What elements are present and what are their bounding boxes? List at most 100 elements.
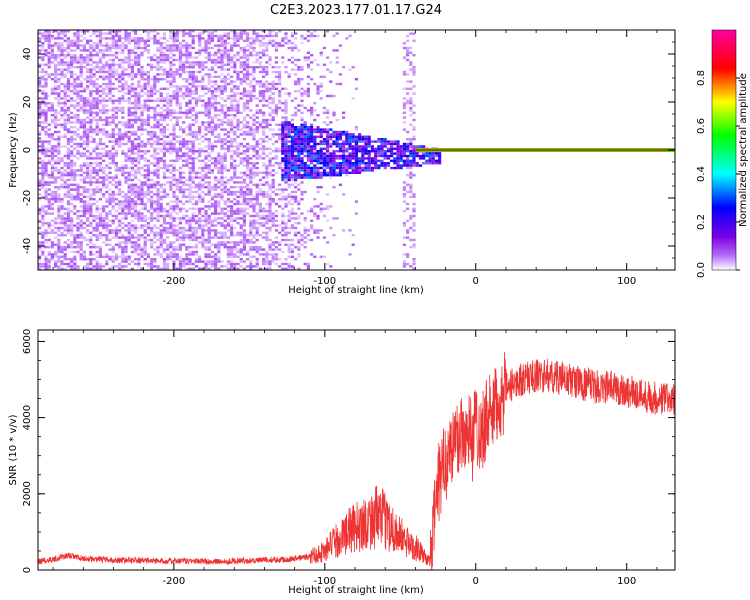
heatmap-cell	[44, 171, 48, 174]
heatmap-cell	[38, 63, 42, 66]
heatmap-cell	[130, 226, 134, 230]
heatmap-cell	[258, 183, 262, 186]
heatmap-cell	[290, 140, 294, 143]
heatmap-cell	[242, 49, 246, 52]
heatmap-cell	[166, 75, 170, 78]
heatmap-cell	[236, 75, 240, 78]
heatmap-cell	[220, 210, 224, 213]
heatmap-cell	[278, 123, 282, 126]
heatmap-cell	[140, 181, 144, 184]
heatmap-cell	[214, 229, 218, 232]
heatmap-cell	[38, 106, 42, 110]
heatmap-cell	[210, 260, 214, 263]
heatmap-cell	[89, 128, 93, 131]
heatmap-cell	[265, 176, 269, 179]
heatmap-cell	[230, 140, 234, 143]
heatmap-cell	[262, 214, 266, 218]
heatmap-cell	[262, 104, 266, 107]
heatmap-cell	[89, 92, 93, 95]
heatmap-cell	[233, 265, 237, 268]
heatmap-cell	[95, 186, 99, 189]
heatmap-cell	[198, 39, 202, 42]
heatmap-cell	[175, 258, 179, 261]
heatmap-cell	[66, 68, 70, 71]
heatmap-cell	[54, 219, 58, 222]
heatmap-cell	[274, 56, 278, 59]
heatmap-cell	[146, 133, 150, 136]
heatmap-cell	[86, 61, 90, 64]
heatmap-cell	[86, 219, 90, 222]
heatmap-cell	[284, 32, 288, 35]
heatmap-cell	[79, 82, 83, 86]
heatmap-cell	[284, 66, 288, 69]
heatmap-cell	[242, 260, 246, 263]
heatmap-cell	[111, 42, 115, 45]
heatmap-cell	[258, 51, 262, 54]
heatmap-cell	[60, 198, 64, 201]
heatmap-cell	[290, 265, 294, 268]
heatmap-cell	[226, 246, 230, 249]
heatmap-cell	[230, 154, 234, 158]
heatmap-cell	[287, 150, 291, 153]
heatmap-cell	[50, 34, 54, 38]
heatmap-cell	[204, 253, 208, 256]
heatmap-cell	[156, 265, 160, 268]
heatmap-cell	[278, 241, 282, 244]
heatmap-cell	[239, 34, 243, 38]
heatmap-cell	[252, 205, 256, 208]
heatmap-cell	[172, 229, 176, 232]
heatmap-cell	[41, 44, 45, 47]
heatmap-cell	[124, 229, 128, 232]
heatmap-cell	[230, 106, 234, 110]
heatmap-cell	[220, 51, 224, 54]
heatmap-cell	[268, 214, 272, 218]
heatmap-cell	[214, 178, 218, 182]
heatmap-cell	[76, 37, 80, 40]
heatmap-cell	[313, 138, 317, 141]
heatmap-cell	[185, 94, 189, 98]
heatmap-cell	[146, 82, 150, 86]
heatmap-cell	[271, 82, 275, 86]
heatmap-cell	[108, 49, 112, 52]
heatmap-cell	[140, 142, 144, 146]
heatmap-cell	[105, 222, 109, 225]
heatmap-cell	[182, 121, 186, 124]
heatmap-cell	[57, 147, 61, 150]
heatmap-cell	[146, 63, 150, 66]
heatmap-cell	[162, 207, 166, 210]
heatmap-cell	[294, 217, 298, 220]
heatmap-cell	[130, 212, 134, 215]
heatmap-cell	[108, 193, 112, 196]
heatmap-cell	[249, 109, 253, 112]
heatmap-cell	[265, 267, 269, 270]
heatmap-cell	[124, 130, 128, 134]
heatmap-cell	[210, 195, 214, 198]
heatmap-cell	[233, 159, 237, 162]
heatmap-cell	[166, 267, 170, 270]
heatmap-cell	[310, 174, 314, 177]
heatmap-cell	[265, 118, 269, 122]
heatmap-cell	[287, 135, 291, 138]
heatmap-cell	[313, 140, 317, 143]
heatmap-cell	[54, 80, 58, 83]
heatmap-cell	[175, 159, 179, 162]
heatmap-cell	[255, 212, 259, 215]
heatmap-cell	[66, 66, 70, 69]
heatmap-cell	[127, 111, 131, 114]
heatmap-cell	[150, 178, 154, 182]
heatmap-cell	[223, 46, 227, 50]
heatmap-cell	[92, 106, 96, 110]
heatmap-cell	[226, 267, 230, 270]
heatmap-cell	[63, 193, 67, 196]
heatmap-cell	[233, 226, 237, 230]
heatmap-cell	[57, 123, 61, 126]
heatmap-cell	[70, 58, 74, 62]
heatmap-cell	[166, 56, 170, 59]
heatmap-cell	[217, 212, 221, 215]
heatmap-cell	[105, 178, 109, 182]
heatmap-cell	[223, 207, 227, 210]
heatmap-cell	[194, 243, 198, 246]
heatmap-cell	[214, 267, 218, 270]
heatmap-cell	[73, 267, 77, 270]
heatmap-cell	[102, 54, 106, 57]
